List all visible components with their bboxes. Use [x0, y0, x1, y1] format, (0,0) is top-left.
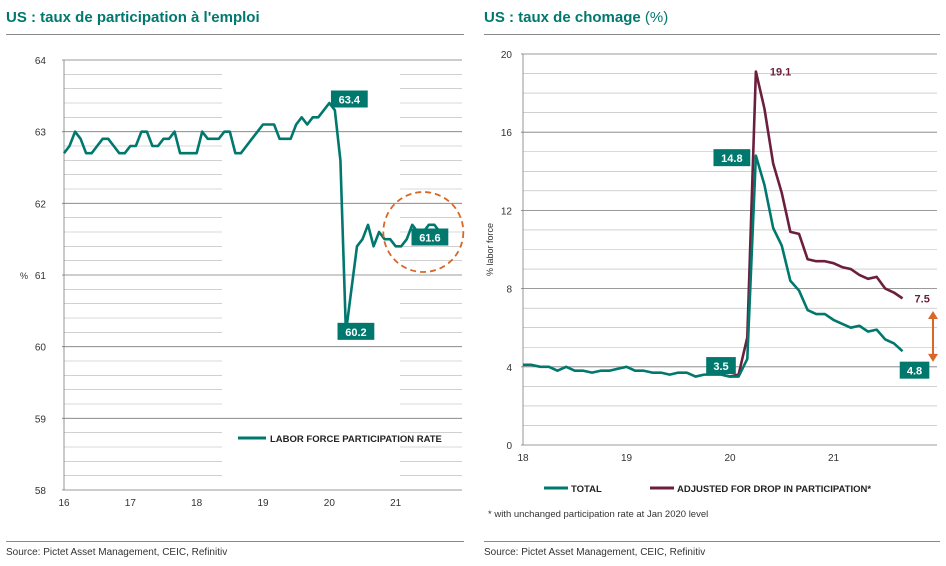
title-rule	[484, 34, 940, 35]
chart-panel-unemployment: US : taux de chomage (%) 0 4 8 12 16 20 % labo…	[478, 0, 946, 566]
source-rule	[484, 541, 940, 542]
data-label-63-4: 63.4	[339, 95, 361, 107]
legend-label-adjusted: ADJUSTED FOR DROP IN PARTICIPATION*	[677, 484, 871, 495]
data-label-7-5: 7.5	[915, 293, 930, 305]
total-series-line	[523, 154, 904, 378]
unemployment-chart-svg: 0 4 8 12 16 20 % labor force 18 19 20 21 19.1 14.8 3.…	[485, 50, 938, 520]
chart-title-unemployment: US : taux de chomage (%)	[484, 9, 668, 26]
y-tick-label: 12	[501, 206, 513, 217]
y-tick-label: 63	[35, 128, 47, 139]
title-text: US : taux de chomage	[484, 9, 641, 26]
data-label-3-5-box	[706, 357, 736, 375]
y-axis-label: %	[20, 271, 28, 281]
legend-label-participation: LABOR FORCE PARTICIPATION RATE	[270, 434, 442, 445]
title-unit: (%)	[644, 9, 669, 26]
x-tick-label: 16	[58, 498, 70, 509]
y-tick-label: 58	[35, 486, 47, 497]
x-tick-label: 20	[324, 498, 336, 509]
gap-arrow-head-down	[928, 353, 938, 362]
data-label-14-8: 14.8	[721, 153, 742, 165]
y-tick-label: 16	[501, 128, 513, 139]
data-label-4-8: 4.8	[907, 366, 922, 378]
y-tick-label: 20	[501, 50, 513, 61]
y-tick-label: 59	[35, 414, 47, 425]
data-label-14-8-box	[713, 149, 751, 167]
source-note: Source: Pictet Asset Management, CEIC, R…	[484, 547, 706, 558]
y-tick-label: 62	[35, 199, 47, 210]
y-tick-label: 4	[506, 363, 512, 374]
gap-arrow-head-up	[928, 311, 938, 320]
y-tick-label: 60	[35, 343, 47, 354]
y-tick-label: 61	[35, 271, 47, 282]
x-tick-label: 18	[191, 498, 203, 509]
chart-title-participation: US : taux de participation à l'emploi	[6, 9, 260, 26]
x-tick-label: 20	[724, 453, 736, 464]
data-label-61-6-box	[411, 228, 449, 246]
participation-chart-svg: 58 59 60 61 62 63 64% 16 17 18 19 20 21 63.4 60.2 61.6 L…	[20, 56, 465, 509]
y-tick-label: 64	[35, 56, 47, 67]
data-label-4-8-box	[899, 361, 930, 379]
data-label-60-2: 60.2	[345, 327, 366, 339]
legend-label-total: TOTAL	[571, 484, 602, 495]
x-tick-label: 19	[621, 453, 633, 464]
x-tick-label: 21	[828, 453, 840, 464]
y-tick-label: 0	[506, 441, 512, 452]
y-axis-label: % labor force	[485, 223, 495, 276]
data-label-19-1: 19.1	[770, 67, 791, 79]
source-rule	[6, 541, 464, 542]
x-tick-label: 18	[517, 453, 529, 464]
footnote: * with unchanged participation rate at J…	[488, 509, 708, 520]
chart-panel-participation: US : taux de participation à l'emploi 58…	[0, 0, 470, 566]
y-tick-label: 8	[506, 285, 512, 296]
adjusted-series-line	[721, 70, 904, 378]
highlight-circle	[382, 191, 465, 273]
participation-series-line	[62, 101, 441, 334]
title-rule	[6, 34, 464, 35]
data-label-3-5: 3.5	[713, 361, 728, 373]
source-note: Source: Pictet Asset Management, CEIC, R…	[6, 547, 228, 558]
x-tick-label: 17	[125, 498, 137, 509]
data-label-61-6: 61.6	[419, 233, 440, 245]
x-tick-label: 19	[257, 498, 269, 509]
x-tick-label: 21	[390, 498, 402, 509]
data-label-60-2-box	[337, 322, 375, 340]
data-label-63-4-box	[330, 90, 368, 108]
